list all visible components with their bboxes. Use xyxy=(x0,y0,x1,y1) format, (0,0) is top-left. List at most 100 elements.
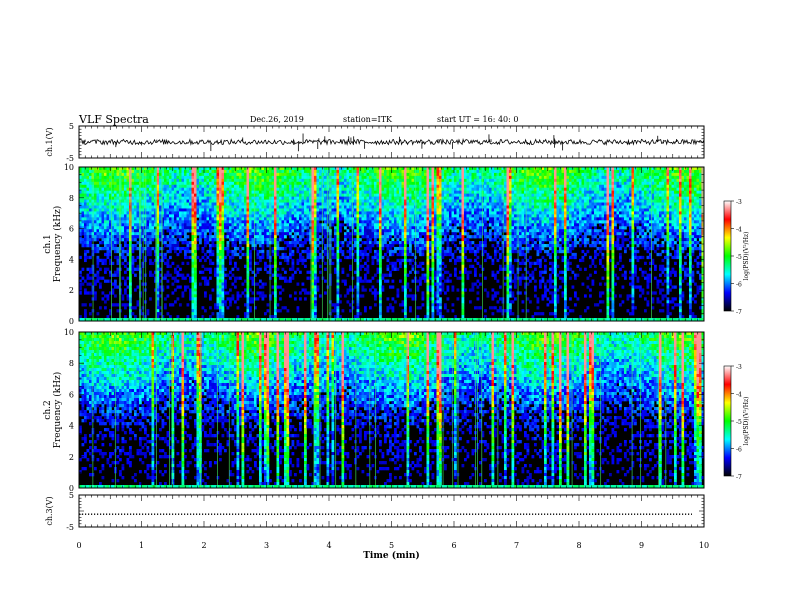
psd-cell xyxy=(166,273,170,277)
psd-cell xyxy=(384,190,387,194)
psd-cell xyxy=(259,214,262,218)
psd-cell xyxy=(276,226,280,230)
psd-cell xyxy=(396,217,400,221)
psd-cell xyxy=(324,279,327,283)
psd-cell xyxy=(209,306,212,310)
psd-cell xyxy=(369,211,372,215)
psd-cell xyxy=(186,249,190,254)
psd-cell xyxy=(334,229,337,233)
psd-cell xyxy=(291,249,295,254)
psd-cell xyxy=(279,205,282,209)
psd-cell xyxy=(236,294,240,298)
psd-cell xyxy=(136,267,140,271)
psd-cell xyxy=(311,229,315,233)
psd-cell xyxy=(221,282,225,286)
psd-cell xyxy=(189,255,192,260)
psd-cell xyxy=(374,252,377,257)
psd-cell xyxy=(244,235,247,239)
psd-cell xyxy=(214,306,217,310)
psd-cell xyxy=(419,181,422,186)
psd-cell xyxy=(151,172,155,177)
psd-cell xyxy=(294,190,297,194)
psd-cell xyxy=(216,181,220,186)
psd-cell xyxy=(391,238,395,242)
psd-cell xyxy=(379,187,382,191)
psd-cell xyxy=(96,255,100,260)
psd-cell xyxy=(386,196,390,200)
psd-cell xyxy=(194,288,197,292)
psd-cell xyxy=(149,273,152,277)
psd-cell xyxy=(186,202,190,206)
psd-cell xyxy=(329,211,332,215)
psd-cell xyxy=(116,211,120,215)
psd-cell xyxy=(206,255,210,260)
psd-cell xyxy=(146,232,150,236)
psd-cell xyxy=(404,282,407,286)
psd-cell xyxy=(191,312,195,316)
psd-cell xyxy=(191,175,195,180)
psd-cell xyxy=(301,217,305,221)
psd-cell xyxy=(256,205,260,209)
psd-cell xyxy=(84,255,87,260)
psd-cell xyxy=(219,258,222,263)
psd-cell xyxy=(299,187,302,191)
psd-cell xyxy=(86,232,90,236)
psd-cell xyxy=(106,315,110,319)
psd-cell xyxy=(234,217,237,221)
psd-cell xyxy=(401,226,405,230)
psd-cell xyxy=(349,196,352,200)
psd-cell xyxy=(194,279,197,283)
psd-cell xyxy=(339,205,342,209)
psd-cell xyxy=(164,190,167,194)
psd-cell xyxy=(214,318,217,322)
psd-cell xyxy=(156,279,160,283)
psd-cell xyxy=(419,178,422,183)
psd-cell xyxy=(99,205,102,209)
psd-cell xyxy=(289,167,292,171)
psd-cell xyxy=(354,196,357,200)
psd-cell xyxy=(161,276,165,280)
psd-cell xyxy=(254,199,257,203)
psd-cell xyxy=(274,282,277,286)
psd-cell xyxy=(254,261,257,266)
psd-cell xyxy=(236,167,240,171)
psd-cell xyxy=(109,258,112,263)
psd-cell xyxy=(236,190,240,194)
psd-cell xyxy=(234,223,237,227)
psd-cell xyxy=(214,202,217,206)
psd-cell xyxy=(221,306,225,310)
psd-cell xyxy=(394,184,397,189)
psd-cell xyxy=(246,303,250,307)
psd-cell xyxy=(239,175,242,180)
psd-cell xyxy=(336,244,340,248)
psd-cell xyxy=(114,167,117,171)
psd-cell xyxy=(279,273,282,277)
psd-cell xyxy=(344,181,347,186)
psd-cell xyxy=(169,184,172,189)
psd-cell xyxy=(204,226,207,230)
psd-cell xyxy=(419,208,422,212)
psd-cell xyxy=(106,196,110,200)
psd-cell xyxy=(109,208,112,212)
psd-cell xyxy=(156,229,160,233)
psd-cell xyxy=(399,214,402,218)
psd-cell xyxy=(336,264,340,268)
psd-cell xyxy=(296,172,300,177)
psd-cell xyxy=(181,172,185,177)
psd-cell xyxy=(164,273,167,277)
psd-cell xyxy=(154,175,157,180)
psd-cell xyxy=(176,205,180,209)
psd-cell xyxy=(369,167,372,171)
psd-cell xyxy=(136,178,140,183)
psd-cell xyxy=(114,235,117,239)
psd-cell xyxy=(396,214,400,218)
psd-cell xyxy=(321,178,325,183)
psd-cell xyxy=(386,178,390,183)
psd-cell xyxy=(364,241,367,245)
psd-cell xyxy=(396,252,400,257)
psd-cell xyxy=(411,226,415,230)
psd-cell xyxy=(361,249,365,254)
psd-cell xyxy=(336,167,340,171)
psd-cell xyxy=(419,196,422,200)
psd-cell xyxy=(339,208,342,212)
